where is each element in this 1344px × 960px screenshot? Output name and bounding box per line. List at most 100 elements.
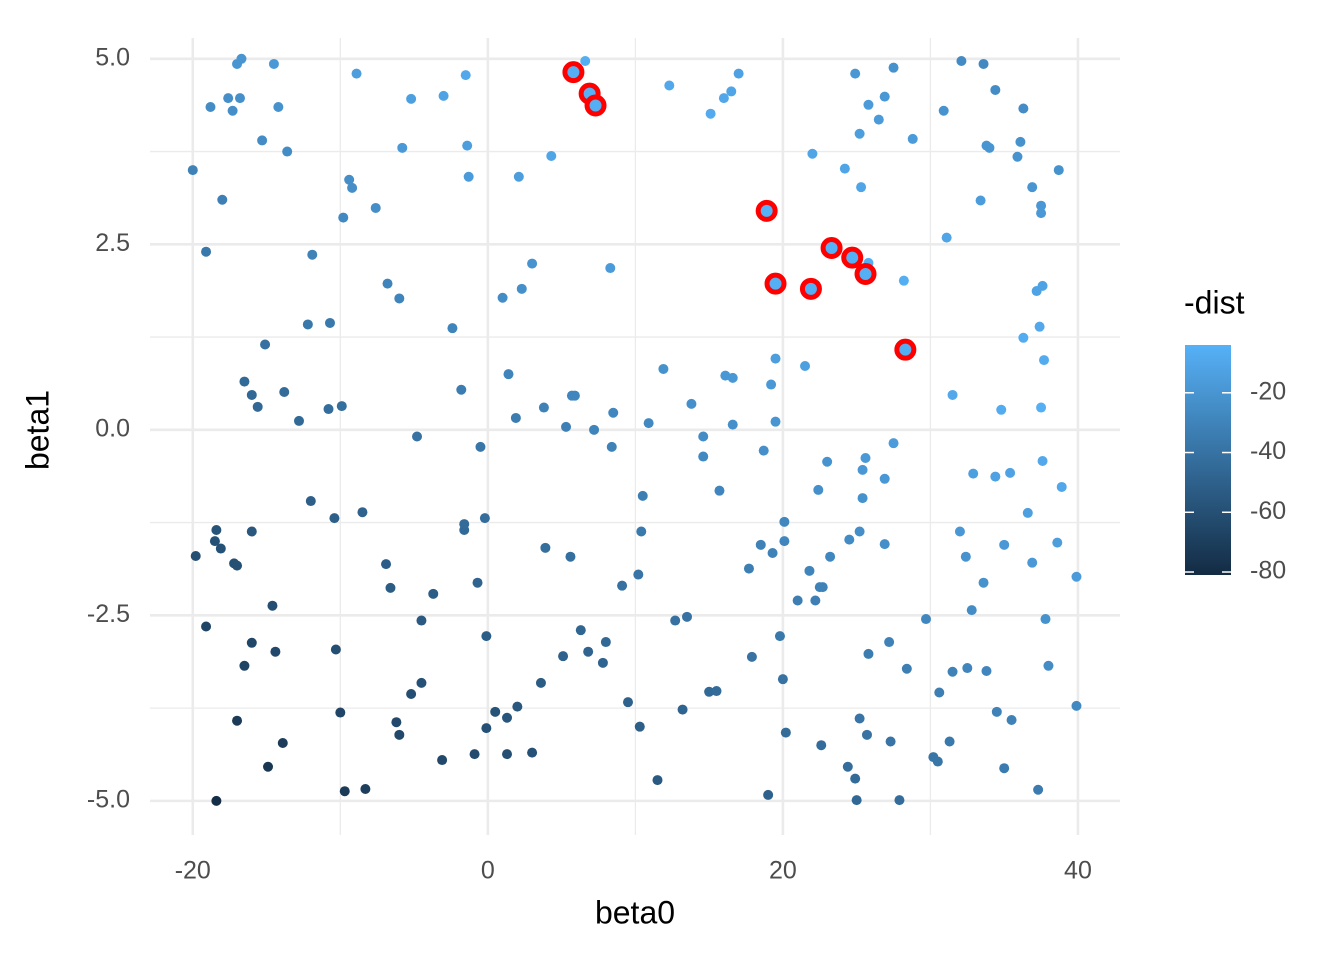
point (885, 736, 896, 747)
point (617, 580, 628, 591)
point (462, 140, 473, 151)
point (1052, 537, 1063, 548)
point (934, 687, 945, 698)
point (263, 761, 274, 772)
point (357, 507, 368, 518)
point (767, 548, 778, 559)
point (743, 563, 754, 574)
y-tick-label: -2.5 (87, 600, 130, 628)
point (391, 717, 402, 728)
point (232, 715, 243, 726)
highlighted-point (854, 262, 877, 285)
point (187, 165, 198, 176)
legend-tick-label: -40 (1250, 437, 1286, 465)
point (1012, 151, 1023, 162)
point (416, 677, 427, 688)
point (1015, 136, 1026, 147)
point (394, 293, 405, 304)
x-tick-label: 20 (769, 857, 797, 885)
point (1006, 714, 1017, 725)
point (472, 577, 483, 588)
point (583, 646, 594, 657)
point (758, 445, 769, 456)
point (540, 542, 551, 553)
highlighted-point (841, 246, 864, 269)
point (634, 721, 645, 732)
point (960, 551, 971, 562)
point (510, 412, 521, 423)
highlighted-point (562, 61, 585, 84)
point (239, 376, 250, 387)
point (844, 534, 855, 545)
point (894, 795, 905, 806)
point (777, 674, 788, 685)
point (686, 398, 697, 409)
point (954, 526, 965, 537)
point (1036, 200, 1047, 211)
point (996, 404, 1007, 415)
point (854, 713, 865, 724)
point (677, 704, 688, 715)
point (201, 621, 212, 632)
point (475, 441, 486, 452)
point (569, 390, 580, 401)
point (850, 68, 861, 79)
point (236, 53, 247, 64)
point (658, 363, 669, 374)
point (727, 372, 738, 383)
point (347, 182, 358, 193)
point (294, 415, 305, 426)
point (344, 174, 355, 185)
point (513, 171, 524, 182)
point (370, 202, 381, 213)
point (962, 663, 973, 674)
point (851, 795, 862, 806)
point (1053, 165, 1064, 176)
point (643, 418, 654, 429)
point (1071, 700, 1082, 711)
point (990, 471, 1001, 482)
point (561, 421, 572, 432)
point (704, 686, 715, 697)
point (381, 559, 392, 570)
legend-colorbar (1185, 345, 1231, 575)
point (956, 56, 967, 67)
point (600, 637, 611, 648)
point (397, 142, 408, 153)
point (991, 706, 1002, 717)
point (860, 453, 871, 464)
point (282, 146, 293, 157)
point (412, 431, 423, 442)
y-tick-label: 2.5 (95, 229, 130, 257)
point (907, 133, 918, 144)
point (941, 232, 952, 243)
point (217, 194, 228, 205)
point (932, 756, 943, 767)
point (863, 648, 874, 659)
point (792, 595, 803, 606)
highlighted-point (755, 199, 778, 222)
point (800, 361, 811, 372)
point (497, 292, 508, 303)
point (990, 84, 1001, 95)
point (211, 795, 222, 806)
point (888, 438, 899, 449)
point (575, 625, 586, 636)
point (711, 686, 722, 697)
point (705, 108, 716, 119)
point (605, 263, 616, 274)
point (873, 114, 884, 125)
point (535, 677, 546, 688)
point (190, 550, 201, 561)
point (209, 536, 220, 547)
point (637, 490, 648, 501)
point (1036, 402, 1047, 413)
point (857, 493, 868, 504)
point (779, 536, 790, 547)
point (406, 93, 417, 104)
y-tick-label: 5.0 (95, 43, 130, 71)
point (406, 689, 417, 700)
point (385, 582, 396, 593)
point (636, 526, 647, 537)
point (898, 275, 909, 286)
